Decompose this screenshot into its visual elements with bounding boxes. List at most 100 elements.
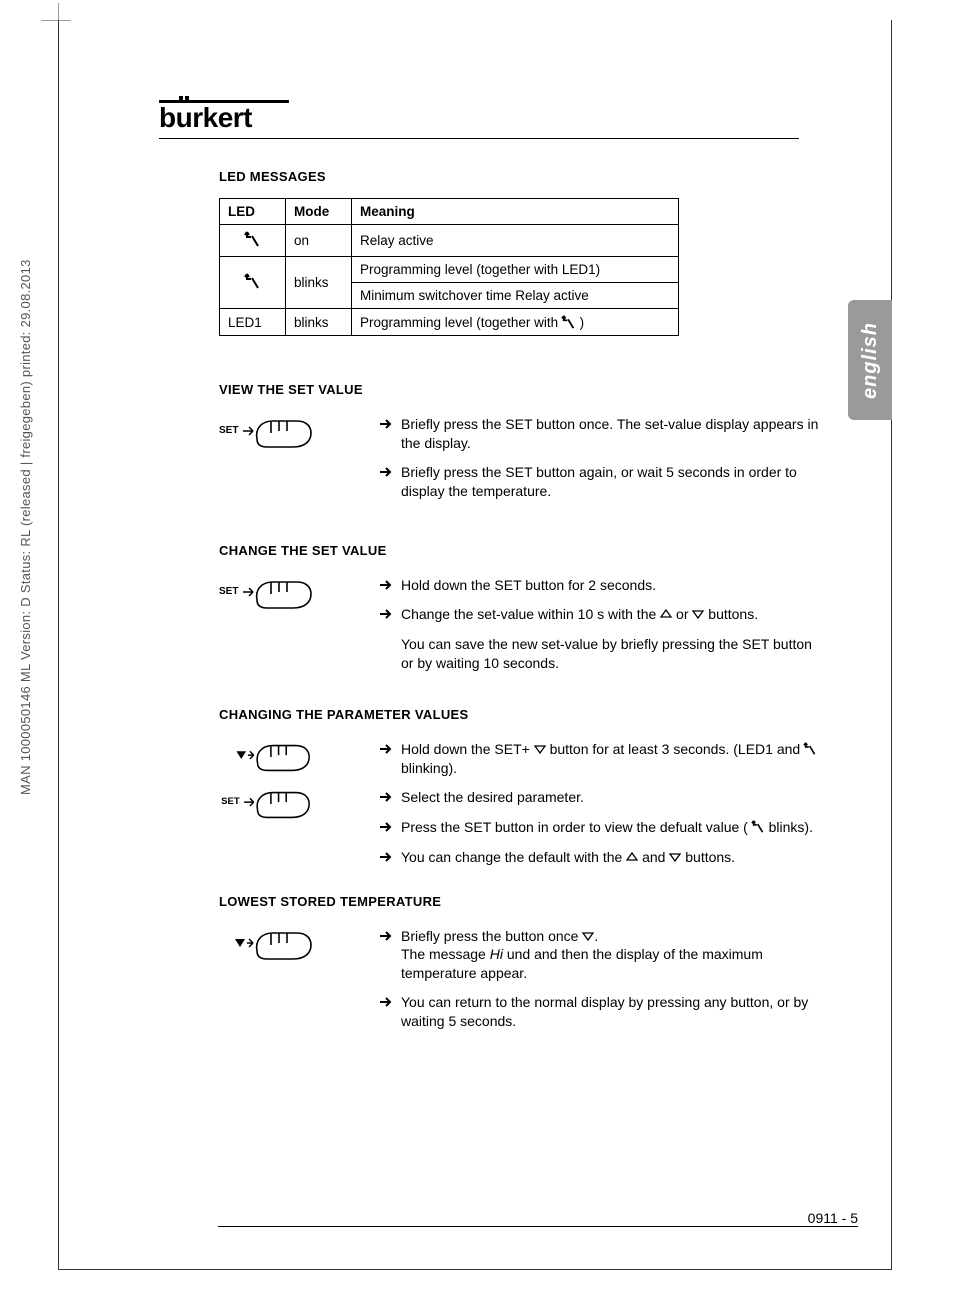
content-area: LED MESSAGES LED Mode Meaning on Relay a… bbox=[219, 169, 819, 1041]
t: You can change the default with the bbox=[401, 849, 626, 865]
arrow-icon bbox=[379, 605, 393, 625]
cell-meaning: Relay active bbox=[352, 225, 679, 257]
arrow-icon bbox=[379, 463, 393, 501]
hand-icon-col: SET bbox=[219, 411, 339, 511]
page-frame: english burkert LED MESSAGES LED Mode Me… bbox=[58, 20, 892, 1270]
hand-set-icon: SET bbox=[219, 411, 319, 457]
instr-item: Press the SET button in order to view th… bbox=[379, 818, 819, 838]
language-tab: english bbox=[848, 300, 892, 420]
instr-text: Press the SET button in order to view th… bbox=[401, 818, 813, 838]
hand-down-icon bbox=[219, 923, 319, 969]
cell-led-icon bbox=[220, 257, 286, 309]
t: buttons. bbox=[708, 606, 758, 622]
led-table: LED Mode Meaning on Relay active blinks … bbox=[219, 198, 679, 336]
t: buttons. bbox=[685, 849, 735, 865]
t: Hold down the SET+ bbox=[401, 741, 534, 757]
t: Press the SET button in order to view th… bbox=[401, 819, 752, 835]
down-triangle-icon bbox=[669, 852, 681, 862]
instr-text: Briefly press the SET button again, or w… bbox=[401, 463, 819, 501]
instr-text: Select the desired parameter. bbox=[401, 788, 584, 808]
section-title-lowest: LOWEST STORED TEMPERATURE bbox=[219, 894, 819, 909]
arrow-icon bbox=[379, 576, 393, 596]
instr-item: Hold down the SET button for 2 seconds. bbox=[379, 576, 819, 596]
instr-item: Select the desired parameter. bbox=[379, 788, 819, 808]
hand-set-icon: SET bbox=[219, 572, 319, 618]
change-block: SET Hold down the SET button for 2 secon… bbox=[219, 572, 819, 684]
instr-item: Change the set-value within 10 s with th… bbox=[379, 605, 819, 625]
t: blinking). bbox=[401, 760, 457, 776]
table-row: blinks Programming level (together with … bbox=[220, 257, 679, 283]
table-header-row: LED Mode Meaning bbox=[220, 199, 679, 225]
hand-down-icon bbox=[219, 736, 319, 780]
cell-mode: blinks bbox=[286, 257, 352, 309]
arrow-icon bbox=[379, 415, 393, 453]
param-block: SET Hold down the SET+ button for at lea… bbox=[219, 736, 819, 877]
svg-text:SET: SET bbox=[219, 425, 238, 436]
table-row: LED1 blinks Programming level (together … bbox=[220, 309, 679, 336]
down-triangle-icon bbox=[582, 931, 594, 941]
instr-text: You can change the default with the and … bbox=[401, 848, 735, 868]
cell-mode: blinks bbox=[286, 309, 352, 336]
bent-arrow-icon bbox=[245, 230, 261, 248]
instr-item: You can change the default with the and … bbox=[379, 848, 819, 868]
hand-icon-col bbox=[219, 923, 339, 1041]
instr-text: Briefly press the button once . The mess… bbox=[401, 927, 819, 984]
meaning-text: Programming level (together with bbox=[360, 315, 562, 330]
section-title-change: CHANGE THE SET VALUE bbox=[219, 543, 819, 558]
t: Briefly press the button once bbox=[401, 928, 582, 944]
t: The message bbox=[401, 946, 490, 962]
note-text: You can save the new set-value by briefl… bbox=[401, 635, 819, 673]
instr-text: Change the set-value within 10 s with th… bbox=[401, 605, 758, 625]
instr-col: Hold down the SET button for 2 seconds. … bbox=[379, 572, 819, 684]
instr-text: Hold down the SET+ button for at least 3… bbox=[401, 740, 819, 778]
up-triangle-icon bbox=[626, 852, 638, 862]
instr-item: Hold down the SET+ button for at least 3… bbox=[379, 740, 819, 778]
instr-col: Briefly press the button once . The mess… bbox=[379, 923, 819, 1041]
page-footer: 0911 - 5 bbox=[158, 1210, 858, 1226]
t: and bbox=[642, 849, 669, 865]
up-triangle-icon bbox=[660, 609, 672, 619]
instr-col: Briefly press the SET button once. The s… bbox=[379, 411, 819, 511]
hand-set-icon: SET bbox=[219, 783, 319, 827]
bent-arrow-icon bbox=[245, 272, 261, 290]
hand-icon-col: SET bbox=[219, 736, 339, 877]
t: or bbox=[676, 606, 692, 622]
header-rule bbox=[159, 138, 799, 139]
col-meaning: Meaning bbox=[352, 199, 679, 225]
brand-logo: burkert bbox=[159, 100, 289, 132]
bent-arrow-icon bbox=[804, 741, 817, 756]
section-title-view: VIEW THE SET VALUE bbox=[219, 382, 819, 397]
cell-led-text: LED1 bbox=[220, 309, 286, 336]
t: button for at least 3 seconds. (LED1 and bbox=[550, 741, 805, 757]
arrow-icon bbox=[379, 788, 393, 808]
cell-led-icon bbox=[220, 225, 286, 257]
t: Change the set-value within 10 s with th… bbox=[401, 606, 660, 622]
section-title-param: CHANGING THE PARAMETER VALUES bbox=[219, 707, 819, 722]
table-row: on Relay active bbox=[220, 225, 679, 257]
instr-text: Hold down the SET button for 2 seconds. bbox=[401, 576, 656, 596]
instr-text: You can return to the normal display by … bbox=[401, 993, 819, 1031]
view-block: SET Briefly press the SET button once. T… bbox=[219, 411, 819, 511]
cell-mode: on bbox=[286, 225, 352, 257]
col-mode: Mode bbox=[286, 199, 352, 225]
arrow-icon bbox=[379, 993, 393, 1031]
hand-icon-col: SET bbox=[219, 572, 339, 684]
down-triangle-icon bbox=[692, 609, 704, 619]
t: . bbox=[594, 928, 598, 944]
instr-text: Briefly press the SET button once. The s… bbox=[401, 415, 819, 453]
arrow-icon bbox=[379, 848, 393, 868]
col-led: LED bbox=[220, 199, 286, 225]
arrow-icon bbox=[379, 740, 393, 778]
footer-rule bbox=[218, 1226, 858, 1227]
arrow-icon bbox=[379, 818, 393, 838]
t: Hi bbox=[490, 946, 503, 962]
svg-text:SET: SET bbox=[219, 586, 238, 597]
cell-meaning: Programming level (together with ) bbox=[352, 309, 679, 336]
down-triangle-icon bbox=[534, 744, 546, 754]
language-tab-label: english bbox=[859, 321, 882, 398]
instr-item: You can return to the normal display by … bbox=[379, 993, 819, 1031]
bent-arrow-icon bbox=[562, 314, 576, 330]
section-title-led: LED MESSAGES bbox=[219, 169, 819, 184]
cell-meaning: Minimum switchover time Relay active bbox=[352, 283, 679, 309]
svg-text:SET: SET bbox=[221, 796, 240, 807]
